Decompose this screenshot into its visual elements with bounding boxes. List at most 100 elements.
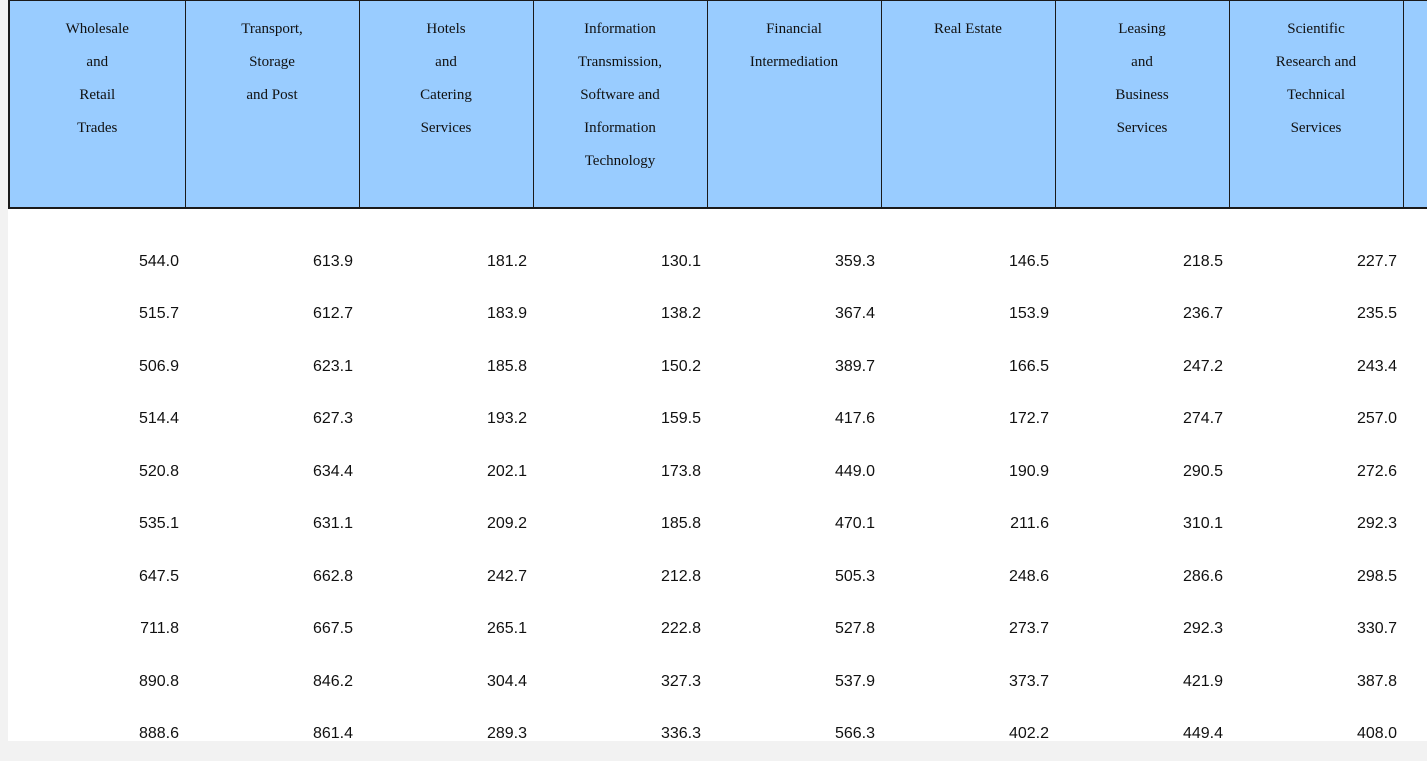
table-cell: 373.7 xyxy=(1008,672,1049,690)
header-line: Software and xyxy=(580,87,660,103)
table-cell: 190.9 xyxy=(1008,462,1049,480)
header-row: Wholesale and Retail Trades Transport, Storag… xyxy=(8,0,1427,209)
table-cell: 336.3 xyxy=(660,725,701,743)
header-line: Information xyxy=(584,21,656,37)
table-cell: 417.6 xyxy=(834,410,875,428)
table-row: 711.8 667.5 265.1 222.8 527.8 273.7 292.3 330.7 xyxy=(9,603,1427,656)
table-row: 890.8 846.2 304.4 327.3 537.9 373.7 421.9 387.8 xyxy=(9,656,1427,709)
header-line: and xyxy=(86,54,109,70)
table-cell: 470.1 xyxy=(834,515,875,533)
table-cell: 290.5 xyxy=(1182,462,1223,480)
header-line: Transmission, xyxy=(577,54,663,70)
column-header-information: Information Transmission, Software and Info… xyxy=(532,0,707,209)
header-line: Trades xyxy=(77,120,118,136)
table-cell: 185.8 xyxy=(486,357,527,375)
table-row: 535.1 631.1 209.2 185.8 470.1 211.6 310.1 292.3 xyxy=(9,498,1427,551)
table-cell: 520.8 xyxy=(138,462,179,480)
column-header-cutoff xyxy=(1402,0,1427,209)
table-cell: 387.8 xyxy=(1356,672,1397,690)
document-page: Wholesale and Retail Trades Transport, Storag… xyxy=(8,0,1427,742)
table-cell: 647.5 xyxy=(138,567,179,585)
header-line: Intermediation xyxy=(749,54,839,70)
table-cell: 235.5 xyxy=(1356,305,1397,323)
table-cell: 193.2 xyxy=(486,410,527,428)
table-cell: 218.5 xyxy=(1182,252,1223,270)
table-cell: 185.8 xyxy=(660,515,701,533)
table-cell: 389.7 xyxy=(834,357,875,375)
table-cell: 248.6 xyxy=(1008,567,1049,585)
table-cell: 515.7 xyxy=(138,305,179,323)
table-row: 544.0 613.9 181.2 130.1 359.3 146.5 218.5 227.7 xyxy=(9,236,1427,289)
table-cell: 183.9 xyxy=(486,305,527,323)
table-cell: 421.9 xyxy=(1182,672,1223,690)
header-line: Wholesale xyxy=(65,21,129,37)
table-cell-cutoff xyxy=(1403,708,1427,761)
table-cell: 662.8 xyxy=(312,567,353,585)
header-line: Hotels xyxy=(426,21,466,37)
table-row: 506.9 623.1 185.8 150.2 389.7 166.5 247.2 243.4 xyxy=(9,341,1427,394)
header-line: Retail xyxy=(79,87,116,103)
header-line: Research and xyxy=(1275,54,1357,70)
table-cell: 146.5 xyxy=(1008,252,1049,270)
table-cell: 527.8 xyxy=(834,620,875,638)
table-row: 515.7 612.7 183.9 138.2 367.4 153.9 236.7 235.5 xyxy=(9,288,1427,341)
table-cell: 514.4 xyxy=(138,410,179,428)
header-line: Transport, xyxy=(241,21,303,37)
table-cell: 298.5 xyxy=(1356,567,1397,585)
table-cell-cutoff xyxy=(1403,603,1427,656)
column-header-wholesale: Wholesale and Retail Trades xyxy=(8,0,185,209)
table-cell: 890.8 xyxy=(138,672,179,690)
table-cell: 623.1 xyxy=(312,357,353,375)
table-cell: 634.4 xyxy=(312,462,353,480)
table-row: 514.4 627.3 193.2 159.5 417.6 172.7 274.7 257.0 xyxy=(9,393,1427,446)
header-line: Technical xyxy=(1286,87,1346,103)
table-cell: 861.4 xyxy=(312,725,353,743)
column-header-transport: Transport, Storage and Post xyxy=(184,0,359,209)
table-cell: 846.2 xyxy=(312,672,353,690)
table-cell: 212.8 xyxy=(660,567,701,585)
table-cell: 227.7 xyxy=(1356,252,1397,270)
table-cell: 242.7 xyxy=(486,567,527,585)
header-line: and xyxy=(435,54,457,70)
table-cell: 236.7 xyxy=(1182,305,1223,323)
table-cell: 172.7 xyxy=(1008,410,1049,428)
table-cell: 286.6 xyxy=(1182,567,1223,585)
table-cell: 159.5 xyxy=(660,410,701,428)
table-row: 520.8 634.4 202.1 173.8 449.0 190.9 290.5 272.6 xyxy=(9,446,1427,499)
table-cell: 888.6 xyxy=(138,725,179,743)
table-cell: 292.3 xyxy=(1182,620,1223,638)
table-cell: 367.4 xyxy=(834,305,875,323)
table-cell: 289.3 xyxy=(486,725,527,743)
table-cell: 613.9 xyxy=(312,252,353,270)
table-cell: 544.0 xyxy=(138,252,179,270)
table-cell: 711.8 xyxy=(140,620,179,638)
header-line: Financial xyxy=(766,21,822,37)
table-cell: 612.7 xyxy=(312,305,353,323)
table-cell: 402.2 xyxy=(1008,725,1049,743)
header-line: Scientific xyxy=(1287,21,1345,37)
table-cell: 247.2 xyxy=(1182,357,1223,375)
spacer-row xyxy=(9,208,1427,236)
header-line: Services xyxy=(420,120,472,136)
table-cell-cutoff xyxy=(1403,551,1427,604)
table-cell: 537.9 xyxy=(834,672,875,690)
table-cell: 166.5 xyxy=(1008,357,1049,375)
table-cell: 209.2 xyxy=(486,515,527,533)
table-cell: 566.3 xyxy=(834,725,875,743)
header-line: Storage xyxy=(249,54,295,70)
table-cell-cutoff xyxy=(1403,236,1427,289)
table-cell: 408.0 xyxy=(1356,725,1397,743)
table-cell: 153.9 xyxy=(1008,305,1049,323)
table-cell: 535.1 xyxy=(138,515,179,533)
table-cell-cutoff xyxy=(1403,656,1427,709)
header-line: Services xyxy=(1290,120,1342,136)
table-cell: 173.8 xyxy=(660,462,701,480)
header-line: Services xyxy=(1116,120,1168,136)
table-cell: 449.0 xyxy=(834,462,875,480)
column-header-financial: Financial Intermediation xyxy=(706,0,881,209)
table-cell: 627.3 xyxy=(312,410,353,428)
table-cell-cutoff xyxy=(1403,393,1427,446)
header-line: Business xyxy=(1115,87,1169,103)
table-cell: 304.4 xyxy=(486,672,527,690)
table-cell: 292.3 xyxy=(1356,515,1397,533)
